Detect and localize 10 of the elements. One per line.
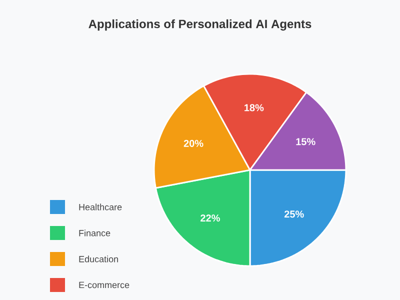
data-label: 18% [244, 104, 264, 112]
legend-label: Finance [79, 230, 110, 236]
legend-label: Healthcare [79, 204, 122, 210]
data-label: 15% [296, 138, 316, 146]
legend-label: E-commerce [79, 282, 130, 288]
data-label: 22% [200, 214, 220, 222]
data-label: 20% [184, 140, 204, 147]
data-label: 25% [284, 210, 304, 218]
chart-title: Applications of Personalized AI Agents [88, 19, 312, 31]
legend-label: Education [79, 256, 118, 262]
